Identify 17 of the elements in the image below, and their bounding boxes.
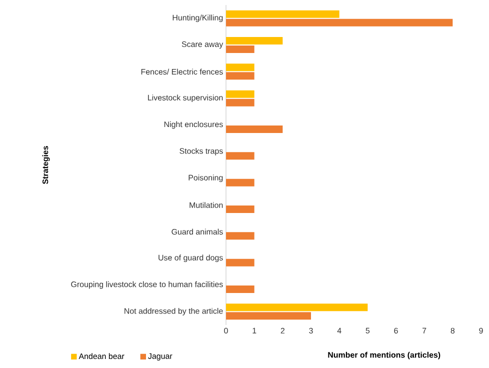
bar	[226, 10, 340, 18]
bar	[226, 152, 254, 160]
bar	[226, 72, 254, 80]
bar	[226, 178, 254, 186]
bar	[226, 98, 254, 106]
bar	[226, 258, 254, 266]
bar	[226, 90, 254, 98]
bar	[226, 206, 254, 214]
bar	[226, 46, 254, 53]
bar	[226, 232, 254, 240]
bar	[226, 304, 368, 312]
bar	[226, 286, 254, 294]
bar	[226, 64, 254, 72]
bar	[226, 126, 283, 133]
bar	[226, 312, 311, 320]
bar	[226, 18, 453, 26]
bar	[226, 37, 283, 44]
